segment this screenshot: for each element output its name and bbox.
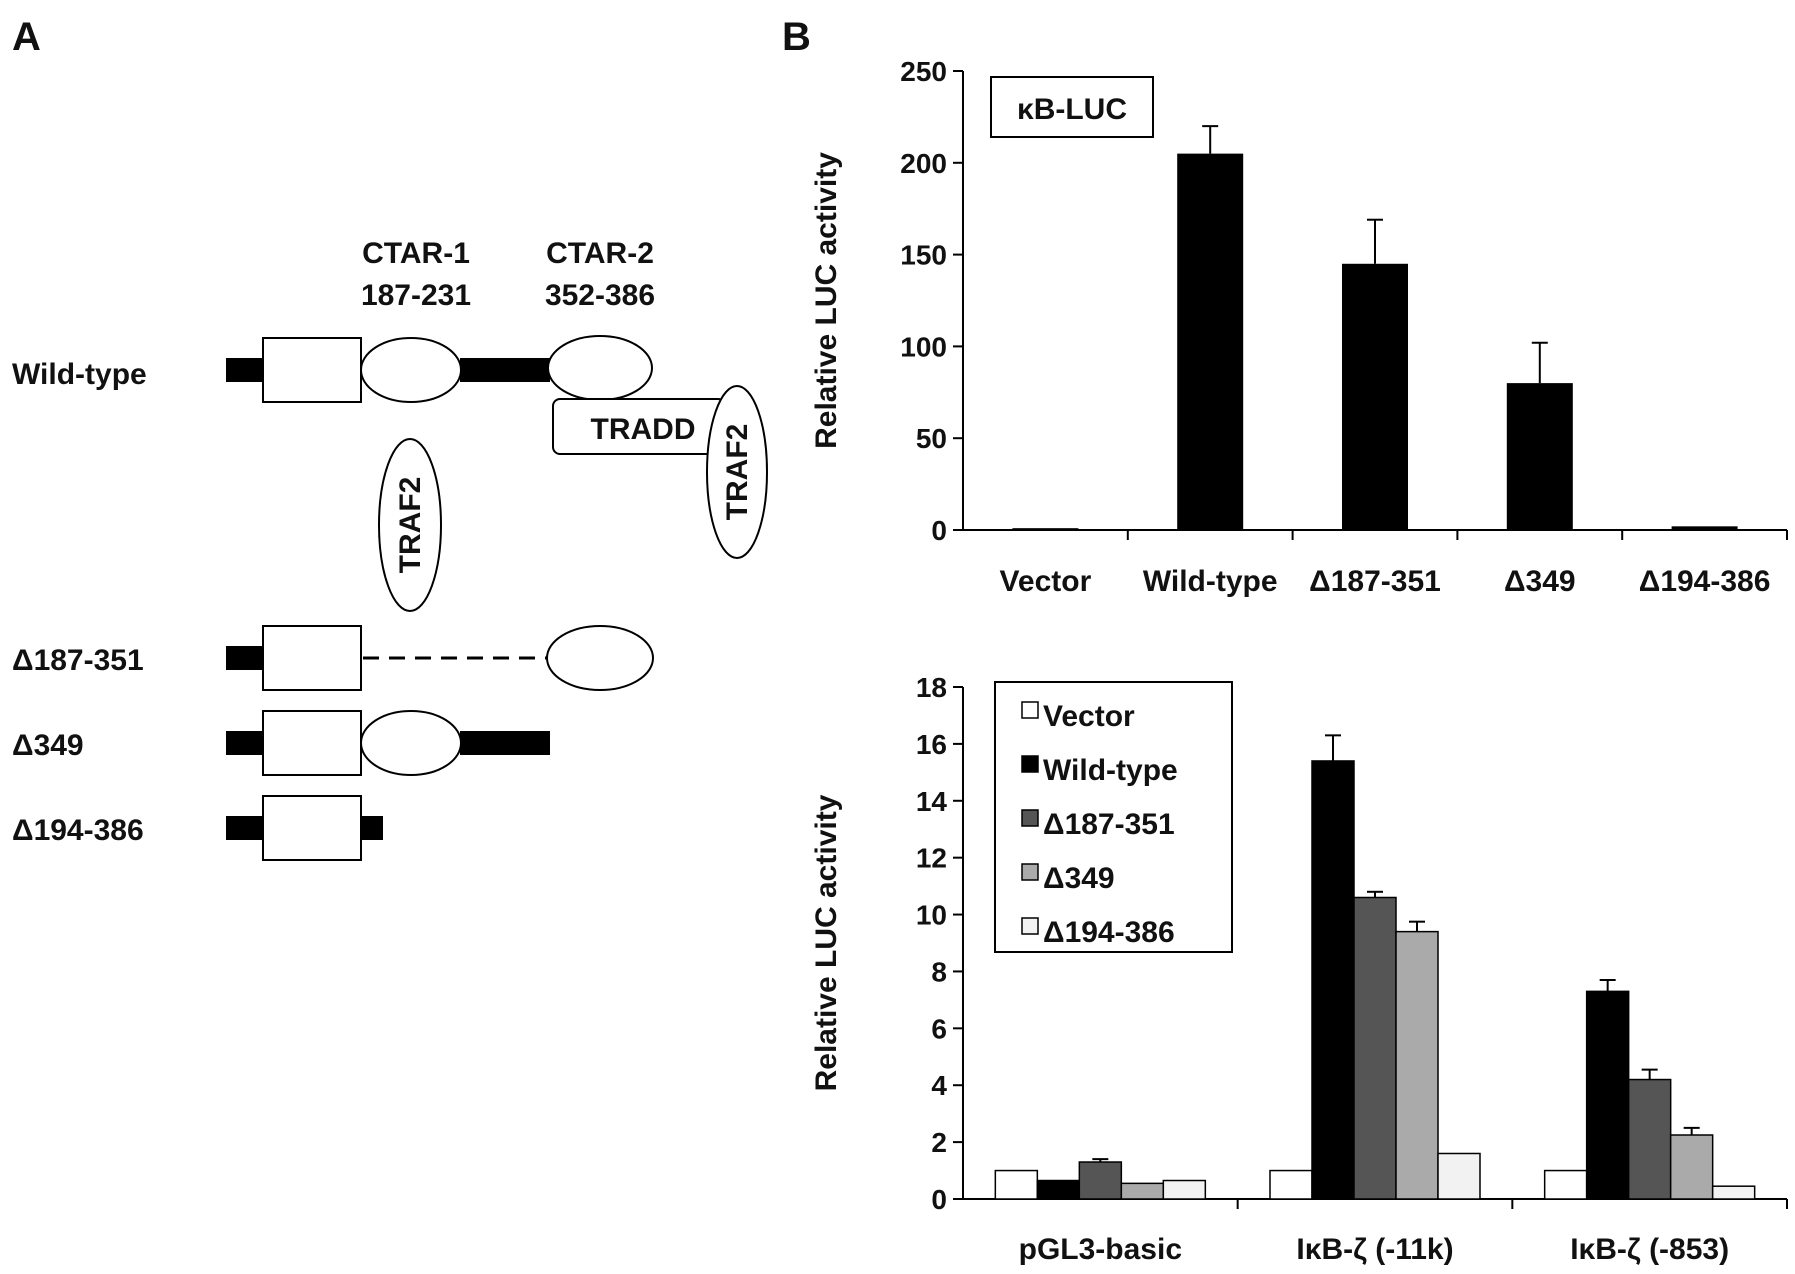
- bar: [1395, 930, 1439, 1200]
- bar: [1078, 1161, 1123, 1200]
- y-axis-title: Relative LUC activity: [810, 794, 843, 1091]
- ctar2-ellipse: [547, 335, 653, 401]
- x-tick-label: Wild-type: [1143, 565, 1278, 598]
- legend-label: Δ194-386: [1043, 916, 1175, 949]
- bar: [1036, 1179, 1081, 1200]
- y-tick-label: 100: [900, 331, 947, 362]
- bar: [1437, 1152, 1481, 1200]
- transmembrane-box: [262, 337, 362, 403]
- legend-swatch: [1021, 863, 1039, 881]
- y-tick-label: 2: [931, 1127, 947, 1158]
- bar: [1342, 263, 1408, 530]
- panel-a: A CTAR-1 187-231 CTAR-2 352-386 Wild-typ…: [12, 15, 768, 861]
- construct-delta-349: Δ349: [12, 710, 550, 776]
- y-tick-label: 250: [900, 56, 947, 87]
- construct-label: Δ349: [12, 729, 84, 762]
- legend: Vector Wild-type Δ187-351 Δ349 Δ194-386: [994, 681, 1233, 953]
- bar: [1120, 1182, 1165, 1200]
- chart-title: κB-LUC: [1017, 93, 1127, 126]
- y-tick-label: 200: [900, 148, 947, 179]
- x-tick-label: Δ187-351: [1309, 565, 1441, 598]
- bar: [1012, 528, 1079, 530]
- bar: [1177, 153, 1244, 530]
- linker-segment: [460, 358, 550, 382]
- y-tick-label: 50: [916, 423, 947, 454]
- transmembrane-box: [262, 795, 362, 861]
- traf2-label: TRAF2: [394, 477, 427, 574]
- legend-swatch: [1021, 701, 1039, 719]
- chart-title-box: [990, 76, 1154, 138]
- ctar1-range: 187-231: [361, 279, 471, 312]
- c-terminal-segment: [361, 816, 383, 840]
- n-terminal-segment: [226, 731, 263, 755]
- y-tick-label: 4: [931, 1070, 947, 1101]
- n-terminal-segment: [226, 358, 263, 382]
- legend-label: Wild-type: [1043, 754, 1178, 787]
- bar: [1543, 1169, 1588, 1200]
- construct-wild-type: Wild-type TRAF2 TRADD TRAF2: [12, 335, 768, 612]
- bar: [1711, 1185, 1756, 1200]
- n-terminal-segment: [226, 646, 263, 670]
- panel-a-label: A: [12, 15, 41, 59]
- traf2-ellipse: [706, 385, 768, 559]
- y-tick-label: 8: [931, 956, 947, 987]
- bar: [1162, 1179, 1207, 1200]
- construct-delta-187-351: Δ187-351: [12, 625, 654, 691]
- y-tick-label: 10: [916, 900, 947, 931]
- legend-swatch: [1021, 755, 1039, 773]
- n-terminal-segment: [226, 816, 263, 840]
- x-tick-label: Δ349: [1504, 565, 1576, 598]
- y-tick-label: 0: [931, 1184, 947, 1215]
- legend-swatch: [1021, 917, 1039, 935]
- ctar1-ellipse: [360, 710, 462, 776]
- y-tick-label: 16: [916, 729, 947, 760]
- x-tick-label: IκB-ζ (-11k): [1296, 1233, 1453, 1266]
- panel-b-label: B: [782, 15, 811, 59]
- bar: [1353, 896, 1397, 1200]
- linker-segment: [460, 731, 550, 755]
- x-tick-label: Δ194-386: [1639, 565, 1771, 598]
- y-axis-title: Relative LUC activity: [810, 152, 843, 449]
- tradd-label: TRADD: [591, 413, 696, 446]
- bar: [1671, 526, 1738, 530]
- ctar2-range: 352-386: [545, 279, 655, 312]
- x-tick-label: pGL3-basic: [1019, 1233, 1182, 1266]
- construct-label: Δ187-351: [12, 644, 144, 677]
- y-tick-label: 14: [916, 786, 948, 817]
- y-tick-label: 0: [931, 515, 947, 546]
- ctar1-ellipse: [360, 337, 462, 403]
- ctar2-name: CTAR-2: [546, 237, 654, 270]
- transmembrane-box: [262, 625, 362, 691]
- transmembrane-box: [262, 710, 362, 776]
- legend-label: Δ349: [1043, 862, 1115, 895]
- construct-label: Wild-type: [12, 358, 147, 391]
- construct-delta-194-386: Δ194-386: [12, 795, 383, 861]
- ikb-zeta-chart: 0 2 4 6 8 10 12 14 16 18 Relative LUC activity pGL3…: [810, 672, 1788, 1266]
- bar: [1669, 1134, 1714, 1200]
- y-tick-label: 150: [900, 240, 947, 271]
- traf2-ellipse: [378, 438, 442, 612]
- y-tick-label: 6: [931, 1013, 947, 1044]
- ctar2-ellipse: [546, 625, 654, 691]
- construct-label: Δ194-386: [12, 814, 144, 847]
- kb-luc-chart: 0 50 100 150 200 250 Relative LUC activity Vect…: [810, 56, 1788, 598]
- x-tick-label: Vector: [1000, 565, 1092, 598]
- bar: [994, 1169, 1039, 1200]
- traf2-label: TRAF2: [721, 424, 754, 521]
- bar: [1506, 383, 1573, 530]
- legend-swatch: [1021, 809, 1039, 827]
- bar: [1627, 1078, 1672, 1200]
- ctar1-name: CTAR-1: [362, 237, 470, 270]
- x-tick-label: IκB-ζ (-853): [1570, 1233, 1729, 1266]
- legend-label: Δ187-351: [1043, 808, 1175, 841]
- y-tick-label: 18: [916, 672, 947, 703]
- legend-label: Vector: [1043, 700, 1135, 733]
- bar: [1585, 990, 1630, 1200]
- y-tick-label: 12: [916, 843, 947, 874]
- bar: [1311, 760, 1355, 1200]
- bar: [1269, 1169, 1313, 1200]
